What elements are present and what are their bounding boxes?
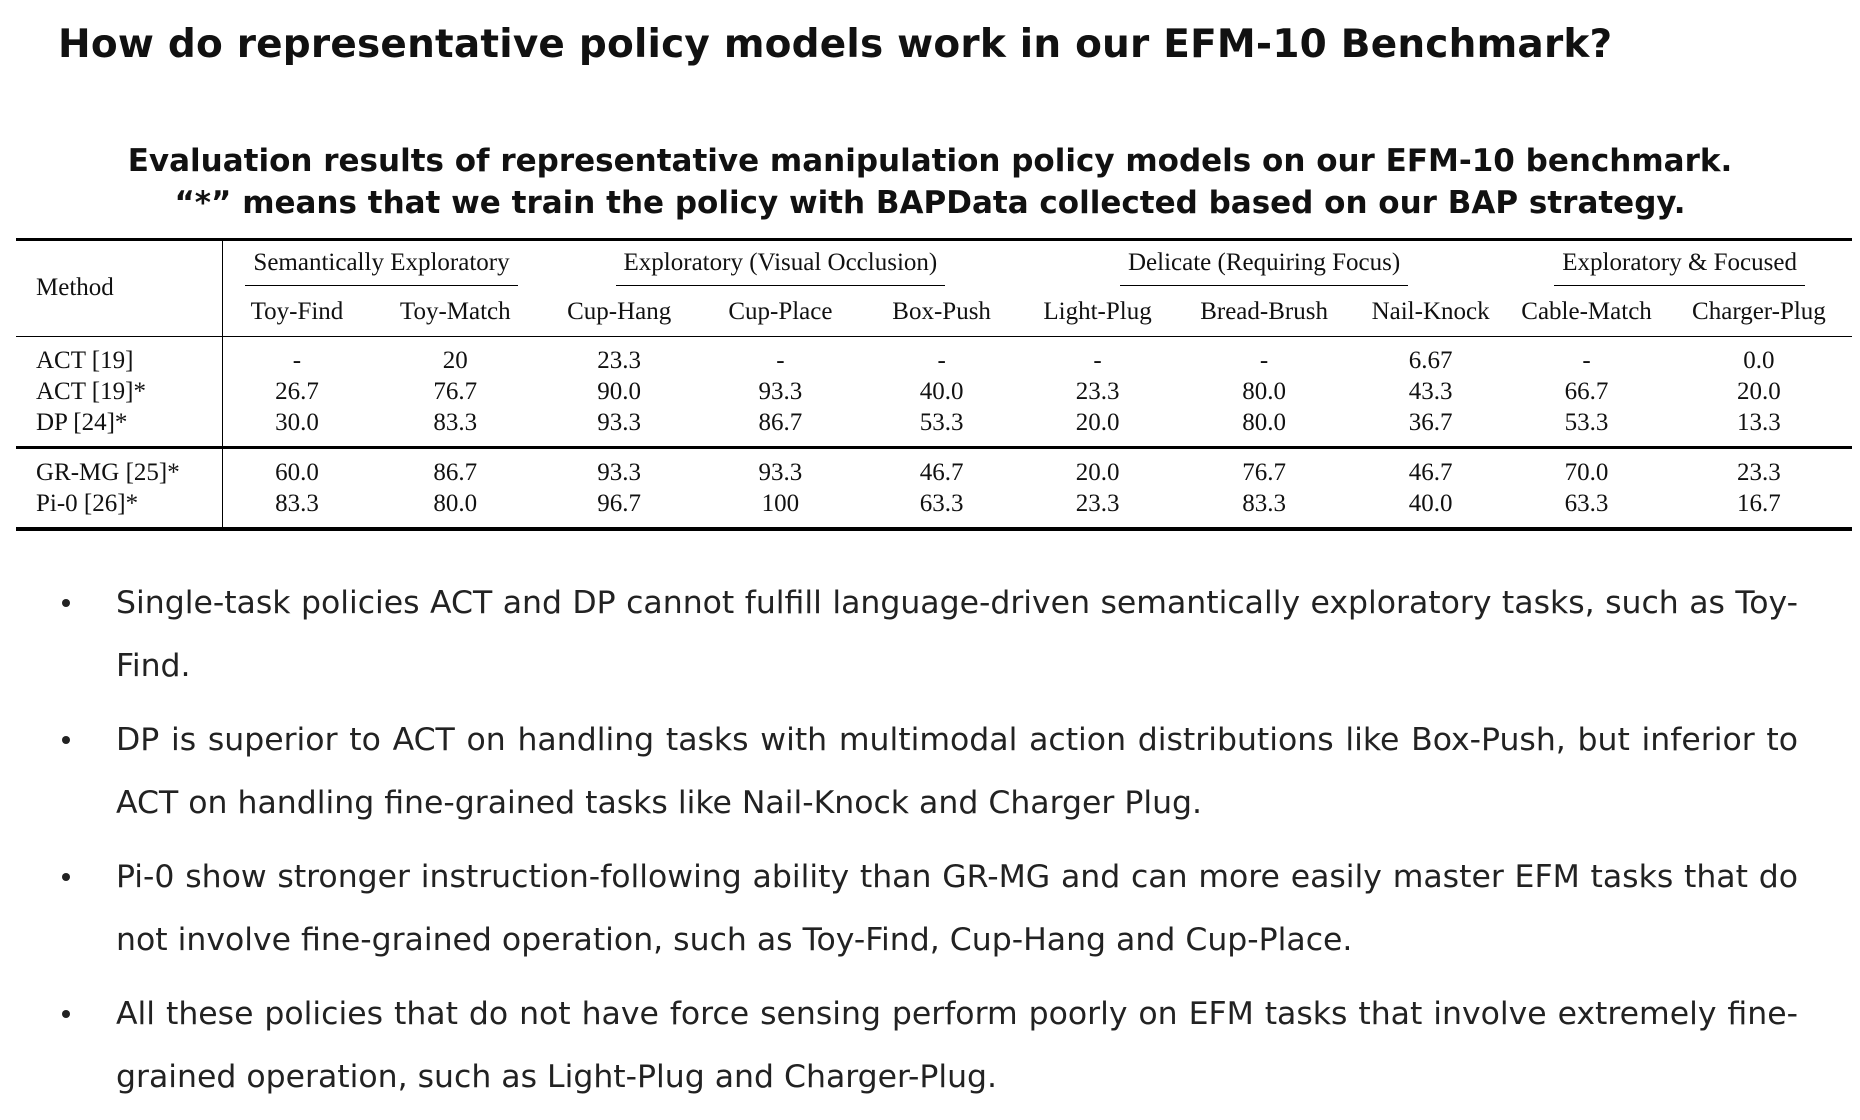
method-cell: GR-MG [25]* — [16, 446, 224, 488]
value-cell: 23.3 — [1075, 490, 1120, 517]
method-cell: DP [24]* — [16, 407, 224, 448]
table-row: Pi-0 [26]* 83.3 80.0 96.7 100 63.3 23.3 … — [16, 488, 1852, 529]
bullet-text: All these policies that do not have forc… — [116, 996, 1798, 1095]
value-cell: 86.7 — [370, 446, 540, 488]
value-cell: 100 — [761, 490, 800, 517]
value-cell: 66.7 — [1564, 378, 1609, 405]
table-row: ACT [19]* 26.7 76.7 90.0 93.3 40.0 23.3 … — [16, 376, 1852, 407]
task-header: Toy-Match — [399, 298, 511, 325]
list-item: DP is superior to ACT on handling tasks … — [58, 709, 1798, 835]
value-cell: - — [1582, 347, 1591, 374]
bullet-text: Pi-0 show stronger instruction-following… — [116, 859, 1798, 958]
value-cell: 93.3 — [698, 446, 863, 488]
task-header: Box-Push — [892, 298, 991, 325]
task-header: Nail-Knock — [1371, 298, 1490, 325]
task-header: Bread-Brush — [1200, 298, 1328, 325]
list-item: Pi-0 show stronger instruction-following… — [58, 846, 1798, 972]
value-cell: 53.3 — [1564, 409, 1609, 436]
value-cell: 36.7 — [1408, 409, 1453, 436]
method-cell: Pi-0 [26]* — [16, 488, 224, 529]
value-cell: 83.3 — [1242, 490, 1286, 517]
value-cell: 63.3 — [1564, 490, 1609, 517]
value-cell: 43.3 — [1408, 378, 1453, 405]
value-cell: - — [1259, 347, 1269, 374]
value-cell: 83.3 — [433, 409, 478, 436]
value-cell: - — [292, 347, 302, 374]
value-cell: 70.0 — [1507, 446, 1666, 488]
value-cell: 20.0 — [1737, 378, 1781, 405]
table-row: ACT [19] - 20 23.3 - - - - 6.67 - 0.0 — [16, 337, 1852, 376]
value-cell: 93.3 — [539, 446, 699, 488]
results-table: Method Semantically Exploratory Explorat… — [16, 238, 1852, 531]
bullet-text: Single-task policies ACT and DP cannot f… — [116, 585, 1798, 684]
group-header: Exploratory & Focused — [1507, 240, 1852, 289]
value-cell: - — [776, 347, 785, 374]
task-header: Charger-Plug — [1692, 298, 1826, 325]
method-cell: ACT [19]* — [16, 376, 224, 407]
value-cell: 6.67 — [1408, 347, 1453, 374]
value-cell: 86.7 — [758, 409, 803, 436]
value-cell: 23.3 — [1075, 378, 1120, 405]
value-cell: 63.3 — [919, 490, 964, 517]
value-cell: 96.7 — [597, 490, 642, 517]
method-cell: ACT [19] — [16, 337, 224, 376]
bullet-dot-icon — [62, 873, 70, 881]
task-header: Toy-Find — [250, 298, 344, 325]
value-cell: 90.0 — [597, 378, 642, 405]
value-cell: 40.0 — [1408, 490, 1453, 517]
value-cell: 30.0 — [275, 409, 319, 436]
bullet-dot-icon — [62, 736, 70, 744]
group-header: Delicate (Requiring Focus) — [1021, 240, 1507, 289]
value-cell: - — [937, 347, 946, 374]
slide-title: How do representative policy models work… — [58, 22, 1613, 67]
value-cell: 80.0 — [1242, 409, 1286, 436]
value-cell: 46.7 — [862, 446, 1021, 488]
group-header-row: Method Semantically Exploratory Explorat… — [16, 239, 1852, 337]
value-cell: 93.3 — [758, 378, 803, 405]
table-caption-line-2: “*” means that we train the policy with … — [174, 185, 1686, 221]
value-cell: 93.3 — [597, 409, 642, 436]
list-item: Single-task policies ACT and DP cannot f… — [58, 572, 1798, 698]
findings-list: Single-task policies ACT and DP cannot f… — [58, 572, 1798, 1120]
value-cell: 26.7 — [275, 378, 319, 405]
value-cell: 20.0 — [1075, 409, 1120, 436]
value-cell: 76.7 — [433, 378, 478, 405]
table-caption-line-1: Evaluation results of representative man… — [127, 143, 1733, 179]
group-header: Semantically Exploratory — [223, 240, 540, 289]
task-header-row: Toy-Find Toy-Match Cup-Hang Cup-Place Bo… — [16, 288, 1852, 337]
value-cell: 0.0 — [1743, 347, 1775, 374]
value-cell: 20.0 — [1020, 446, 1175, 488]
value-cell: 13.3 — [1737, 409, 1781, 436]
task-header: Cup-Place — [728, 298, 833, 325]
value-cell: 83.3 — [275, 490, 319, 517]
value-cell: 16.7 — [1737, 490, 1781, 517]
bullet-dot-icon — [62, 1010, 70, 1018]
value-cell: 46.7 — [1353, 446, 1508, 488]
value-cell: 80.0 — [1242, 378, 1286, 405]
task-header: Cable-Match — [1521, 298, 1652, 325]
group-header: Exploratory (Visual Occlusion) — [540, 240, 1021, 289]
method-header: Method — [16, 239, 224, 337]
value-cell: 80.0 — [433, 490, 478, 517]
table-row: GR-MG [25]* 60.0 86.7 93.3 93.3 46.7 20.… — [16, 446, 1852, 488]
value-cell: 40.0 — [919, 378, 964, 405]
table-row: DP [24]* 30.0 83.3 93.3 86.7 53.3 20.0 8… — [16, 407, 1852, 448]
value-cell: 53.3 — [919, 409, 964, 436]
value-cell: 23.3 — [597, 347, 642, 374]
value-cell: 76.7 — [1174, 446, 1354, 488]
bullet-dot-icon — [62, 599, 70, 607]
value-cell: 20 — [442, 347, 468, 374]
value-cell: - — [1093, 347, 1102, 374]
value-cell: 60.0 — [222, 446, 371, 488]
value-cell: 23.3 — [1665, 446, 1852, 488]
task-header: Light-Plug — [1043, 298, 1152, 325]
bullet-text: DP is superior to ACT on handling tasks … — [116, 722, 1798, 821]
task-header: Cup-Hang — [567, 298, 672, 325]
list-item: All these policies that do not have forc… — [58, 983, 1798, 1109]
